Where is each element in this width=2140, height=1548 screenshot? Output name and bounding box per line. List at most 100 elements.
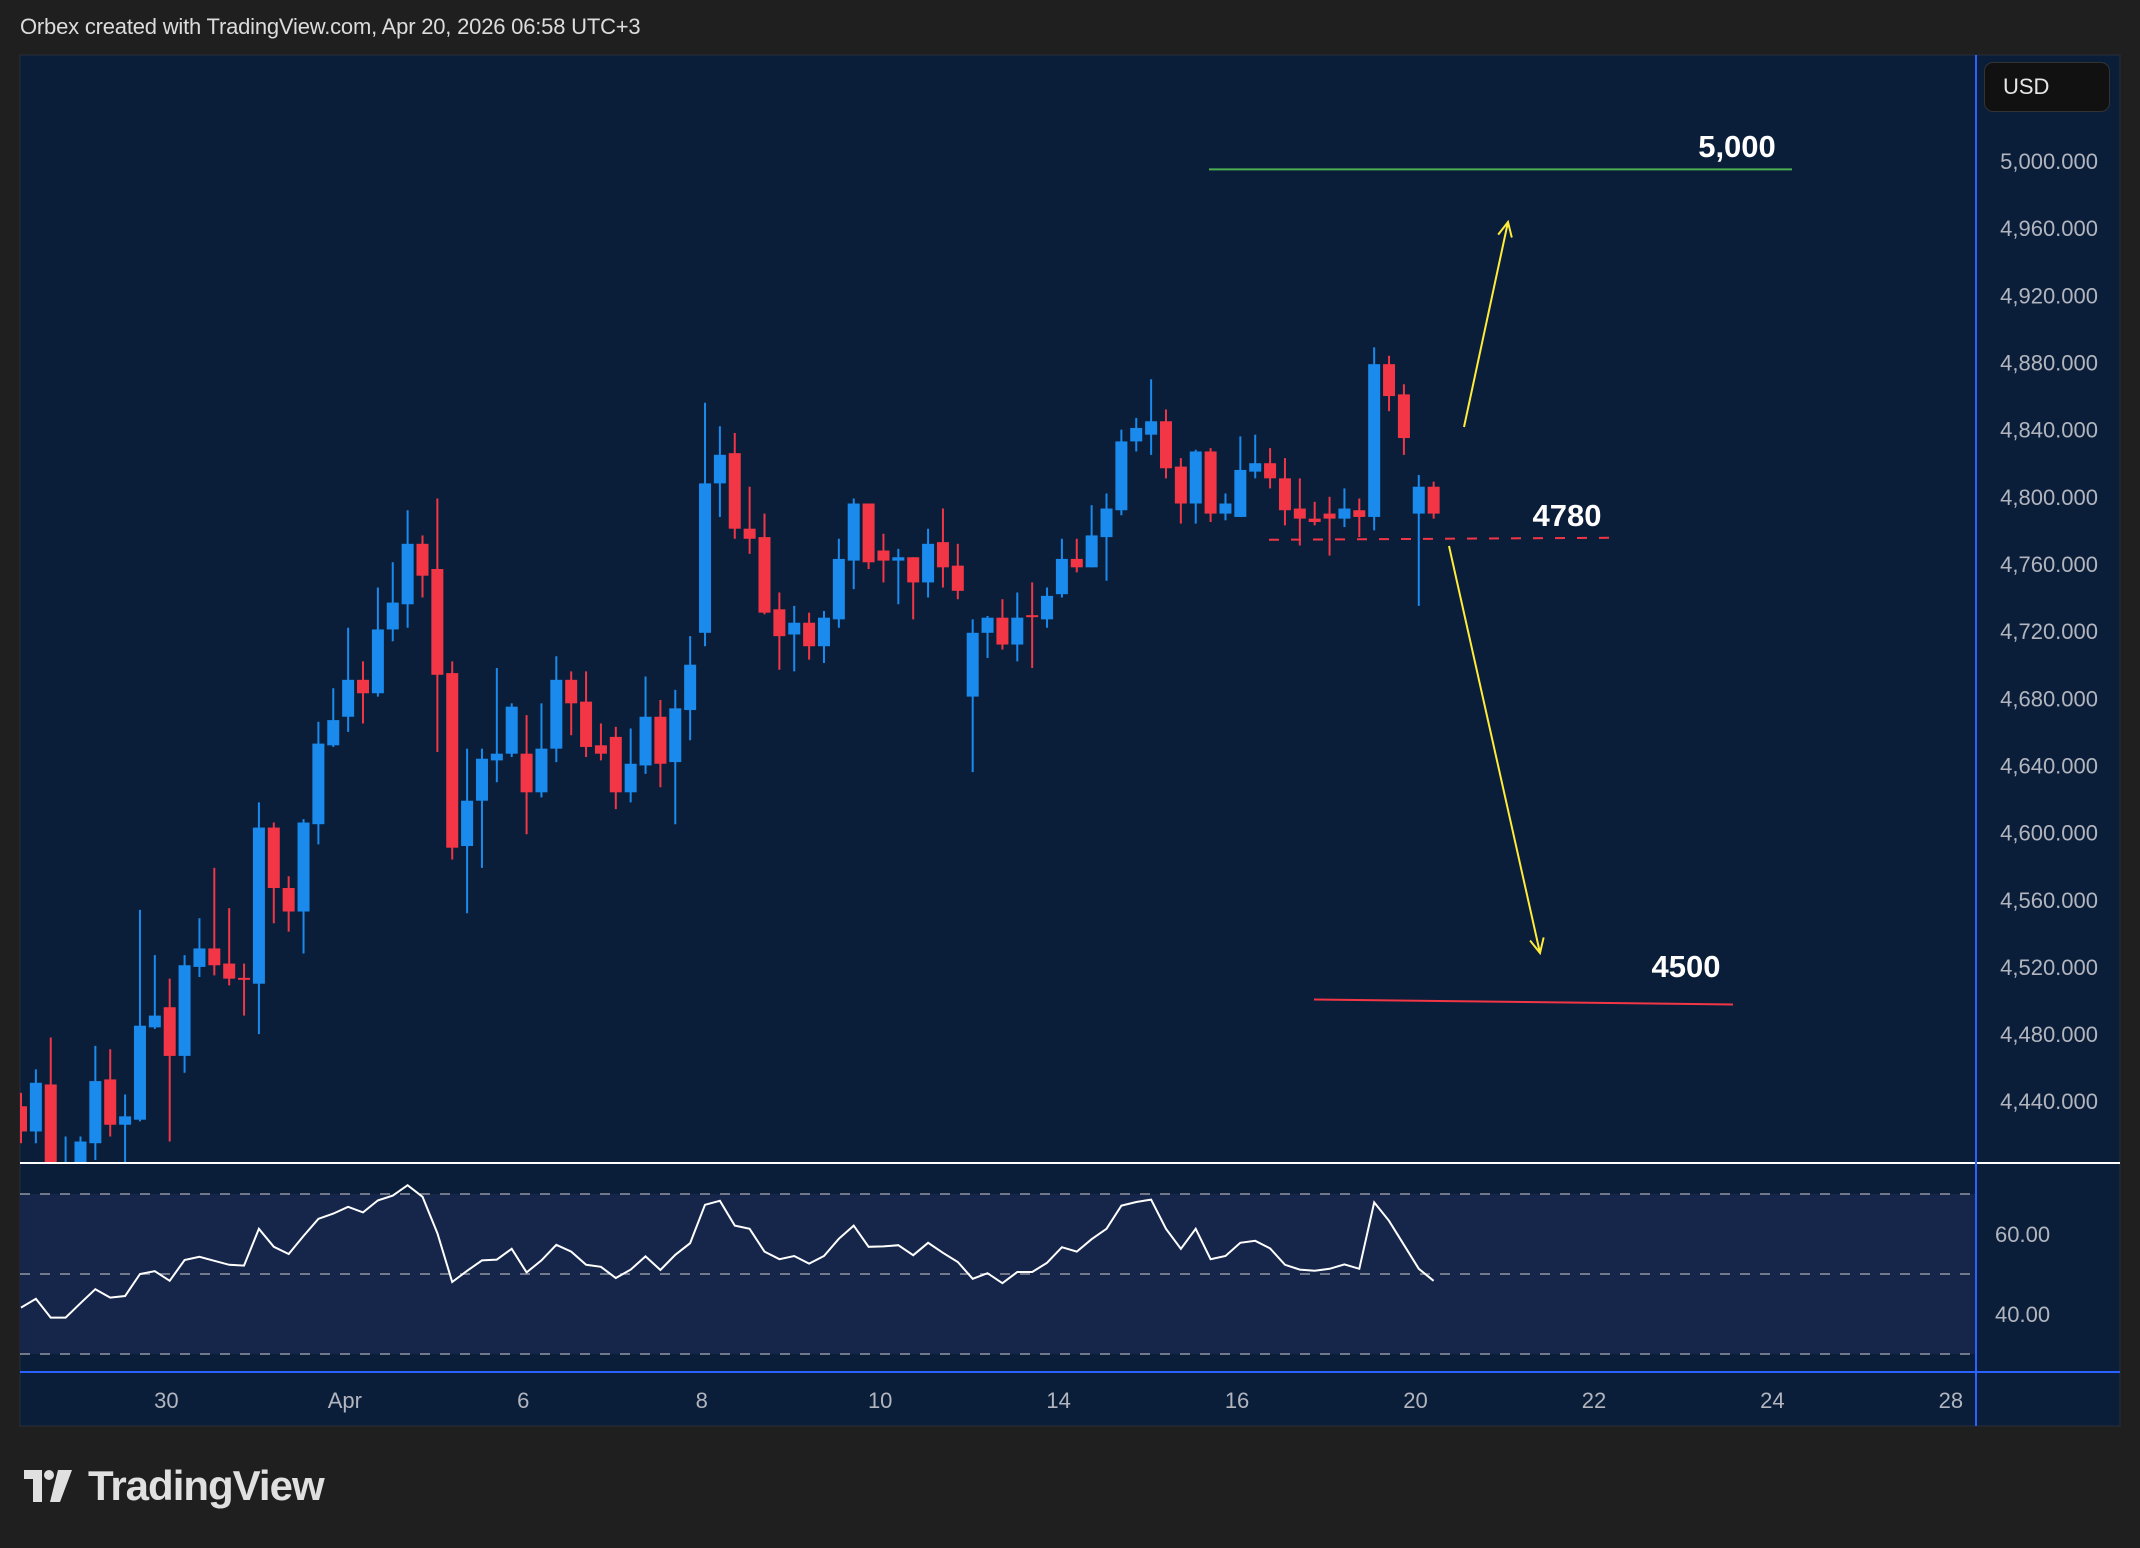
candle-body bbox=[565, 679, 578, 704]
chart-attribution-header: Orbex created with TradingView.com, Apr … bbox=[20, 14, 641, 39]
candle-body bbox=[29, 1082, 42, 1132]
candle-bearish bbox=[565, 671, 578, 736]
candle-body bbox=[1159, 421, 1172, 469]
time-tick-label: 28 bbox=[1939, 1388, 1963, 1413]
candle-bearish bbox=[1204, 448, 1217, 522]
candle-body bbox=[803, 622, 816, 647]
candle-body bbox=[267, 827, 280, 889]
price-tick-label: 4,440.000 bbox=[2000, 1089, 2098, 1114]
price-tick-label: 4,800.000 bbox=[2000, 485, 2098, 510]
candle-body bbox=[996, 617, 1009, 645]
candle-body bbox=[505, 706, 518, 754]
candle-body bbox=[431, 568, 444, 675]
candle-body bbox=[1204, 451, 1217, 514]
candle-bullish bbox=[29, 1069, 42, 1144]
rsi-axis[interactable]: 60.00 40.00 bbox=[1995, 1222, 2050, 1327]
candle-bearish bbox=[44, 1037, 57, 1163]
candle-body bbox=[327, 720, 340, 746]
candle-bearish bbox=[728, 432, 741, 539]
arrow-head bbox=[1529, 937, 1545, 956]
candle-body bbox=[877, 550, 890, 561]
candle-bearish bbox=[877, 533, 890, 583]
candle-bullish bbox=[639, 676, 652, 774]
candle-body bbox=[1041, 595, 1054, 620]
candle-bullish bbox=[74, 1136, 87, 1163]
candle-bearish bbox=[20, 1092, 27, 1144]
candle-body bbox=[163, 1007, 176, 1056]
candle-bullish bbox=[297, 819, 310, 954]
candle-bearish bbox=[208, 867, 221, 976]
candle-body bbox=[1249, 463, 1262, 472]
candle-body bbox=[1293, 508, 1306, 519]
candle-bullish bbox=[847, 498, 860, 590]
target-down-label: 4500 bbox=[1652, 949, 1721, 984]
candle-bearish bbox=[907, 557, 920, 620]
candle-bullish bbox=[624, 728, 637, 803]
candle-bullish bbox=[684, 636, 697, 741]
candle-bearish bbox=[654, 699, 667, 788]
time-tick-label: 14 bbox=[1046, 1388, 1070, 1413]
candle-body bbox=[1397, 394, 1410, 439]
candlestick-series bbox=[20, 347, 1440, 1163]
candle-body bbox=[609, 736, 622, 793]
candle-body bbox=[654, 716, 667, 764]
candle-body bbox=[119, 1116, 132, 1125]
tradingview-logo[interactable]: TradingView bbox=[24, 1462, 325, 1510]
price-tick-label: 4,600.000 bbox=[2000, 821, 2098, 846]
candle-bearish bbox=[446, 661, 459, 860]
candle-body bbox=[1278, 478, 1291, 511]
time-axis[interactable]: 30 Apr 6 8 10 14 16 20 22 24 28 bbox=[154, 1388, 1963, 1413]
price-tick-label: 4,560.000 bbox=[2000, 888, 2098, 913]
candle-body bbox=[312, 743, 325, 825]
candle-bullish bbox=[1338, 488, 1351, 528]
candle-bullish bbox=[981, 616, 994, 658]
candle-bullish bbox=[699, 402, 712, 647]
candle-bullish bbox=[1130, 417, 1143, 452]
candle-body bbox=[461, 800, 474, 847]
price-tick-label: 4,880.000 bbox=[2000, 350, 2098, 375]
price-tick-label: 4,920.000 bbox=[2000, 283, 2098, 308]
tradingview-wordmark: TradingView bbox=[88, 1462, 325, 1509]
candle-bullish bbox=[193, 918, 206, 977]
candle-bullish bbox=[550, 656, 563, 763]
candle-bearish bbox=[163, 978, 176, 1142]
candle-bullish bbox=[327, 688, 340, 747]
candle-body bbox=[773, 609, 786, 637]
candle-body bbox=[1189, 451, 1202, 504]
currency-button[interactable]: USD bbox=[1984, 62, 2110, 112]
candle-bullish bbox=[817, 610, 830, 664]
candle-body bbox=[966, 632, 979, 697]
candle-body bbox=[104, 1079, 117, 1125]
candle-bullish bbox=[1368, 347, 1381, 531]
candle-body bbox=[1145, 421, 1158, 435]
candle-bearish bbox=[104, 1049, 117, 1137]
candle-bullish bbox=[461, 748, 474, 914]
price-axis[interactable]: 5,000.000 4,960.000 4,920.000 4,880.000 4,84… bbox=[2000, 149, 2098, 1114]
candle-bearish bbox=[580, 671, 593, 758]
price-tick-label: 5,000.000 bbox=[2000, 149, 2098, 174]
candle-body bbox=[1115, 441, 1128, 511]
candle-body bbox=[446, 673, 459, 848]
candle-bullish bbox=[713, 426, 726, 517]
price-tick-label: 4,520.000 bbox=[2000, 955, 2098, 980]
candle-bearish bbox=[1159, 409, 1172, 479]
candle-bullish bbox=[312, 721, 325, 845]
candle-bullish bbox=[1219, 493, 1232, 521]
arrow-down-icon bbox=[1448, 545, 1545, 956]
arrow-shaft bbox=[1463, 221, 1509, 428]
candle-body bbox=[892, 557, 905, 561]
time-tick-label: 8 bbox=[696, 1388, 708, 1413]
candle-body bbox=[1383, 364, 1396, 397]
candle-body bbox=[386, 602, 399, 630]
price-tick-label: 4,680.000 bbox=[2000, 686, 2098, 711]
candle-body bbox=[357, 679, 370, 694]
candle-body bbox=[1323, 513, 1336, 519]
candle-body bbox=[44, 1084, 57, 1163]
candle-bullish bbox=[148, 955, 161, 1030]
time-tick-label: 16 bbox=[1225, 1388, 1249, 1413]
candle-bullish bbox=[505, 703, 518, 758]
candle-body bbox=[1070, 558, 1083, 568]
price-tick-label: 4,720.000 bbox=[2000, 619, 2098, 644]
candle-body bbox=[252, 827, 265, 984]
